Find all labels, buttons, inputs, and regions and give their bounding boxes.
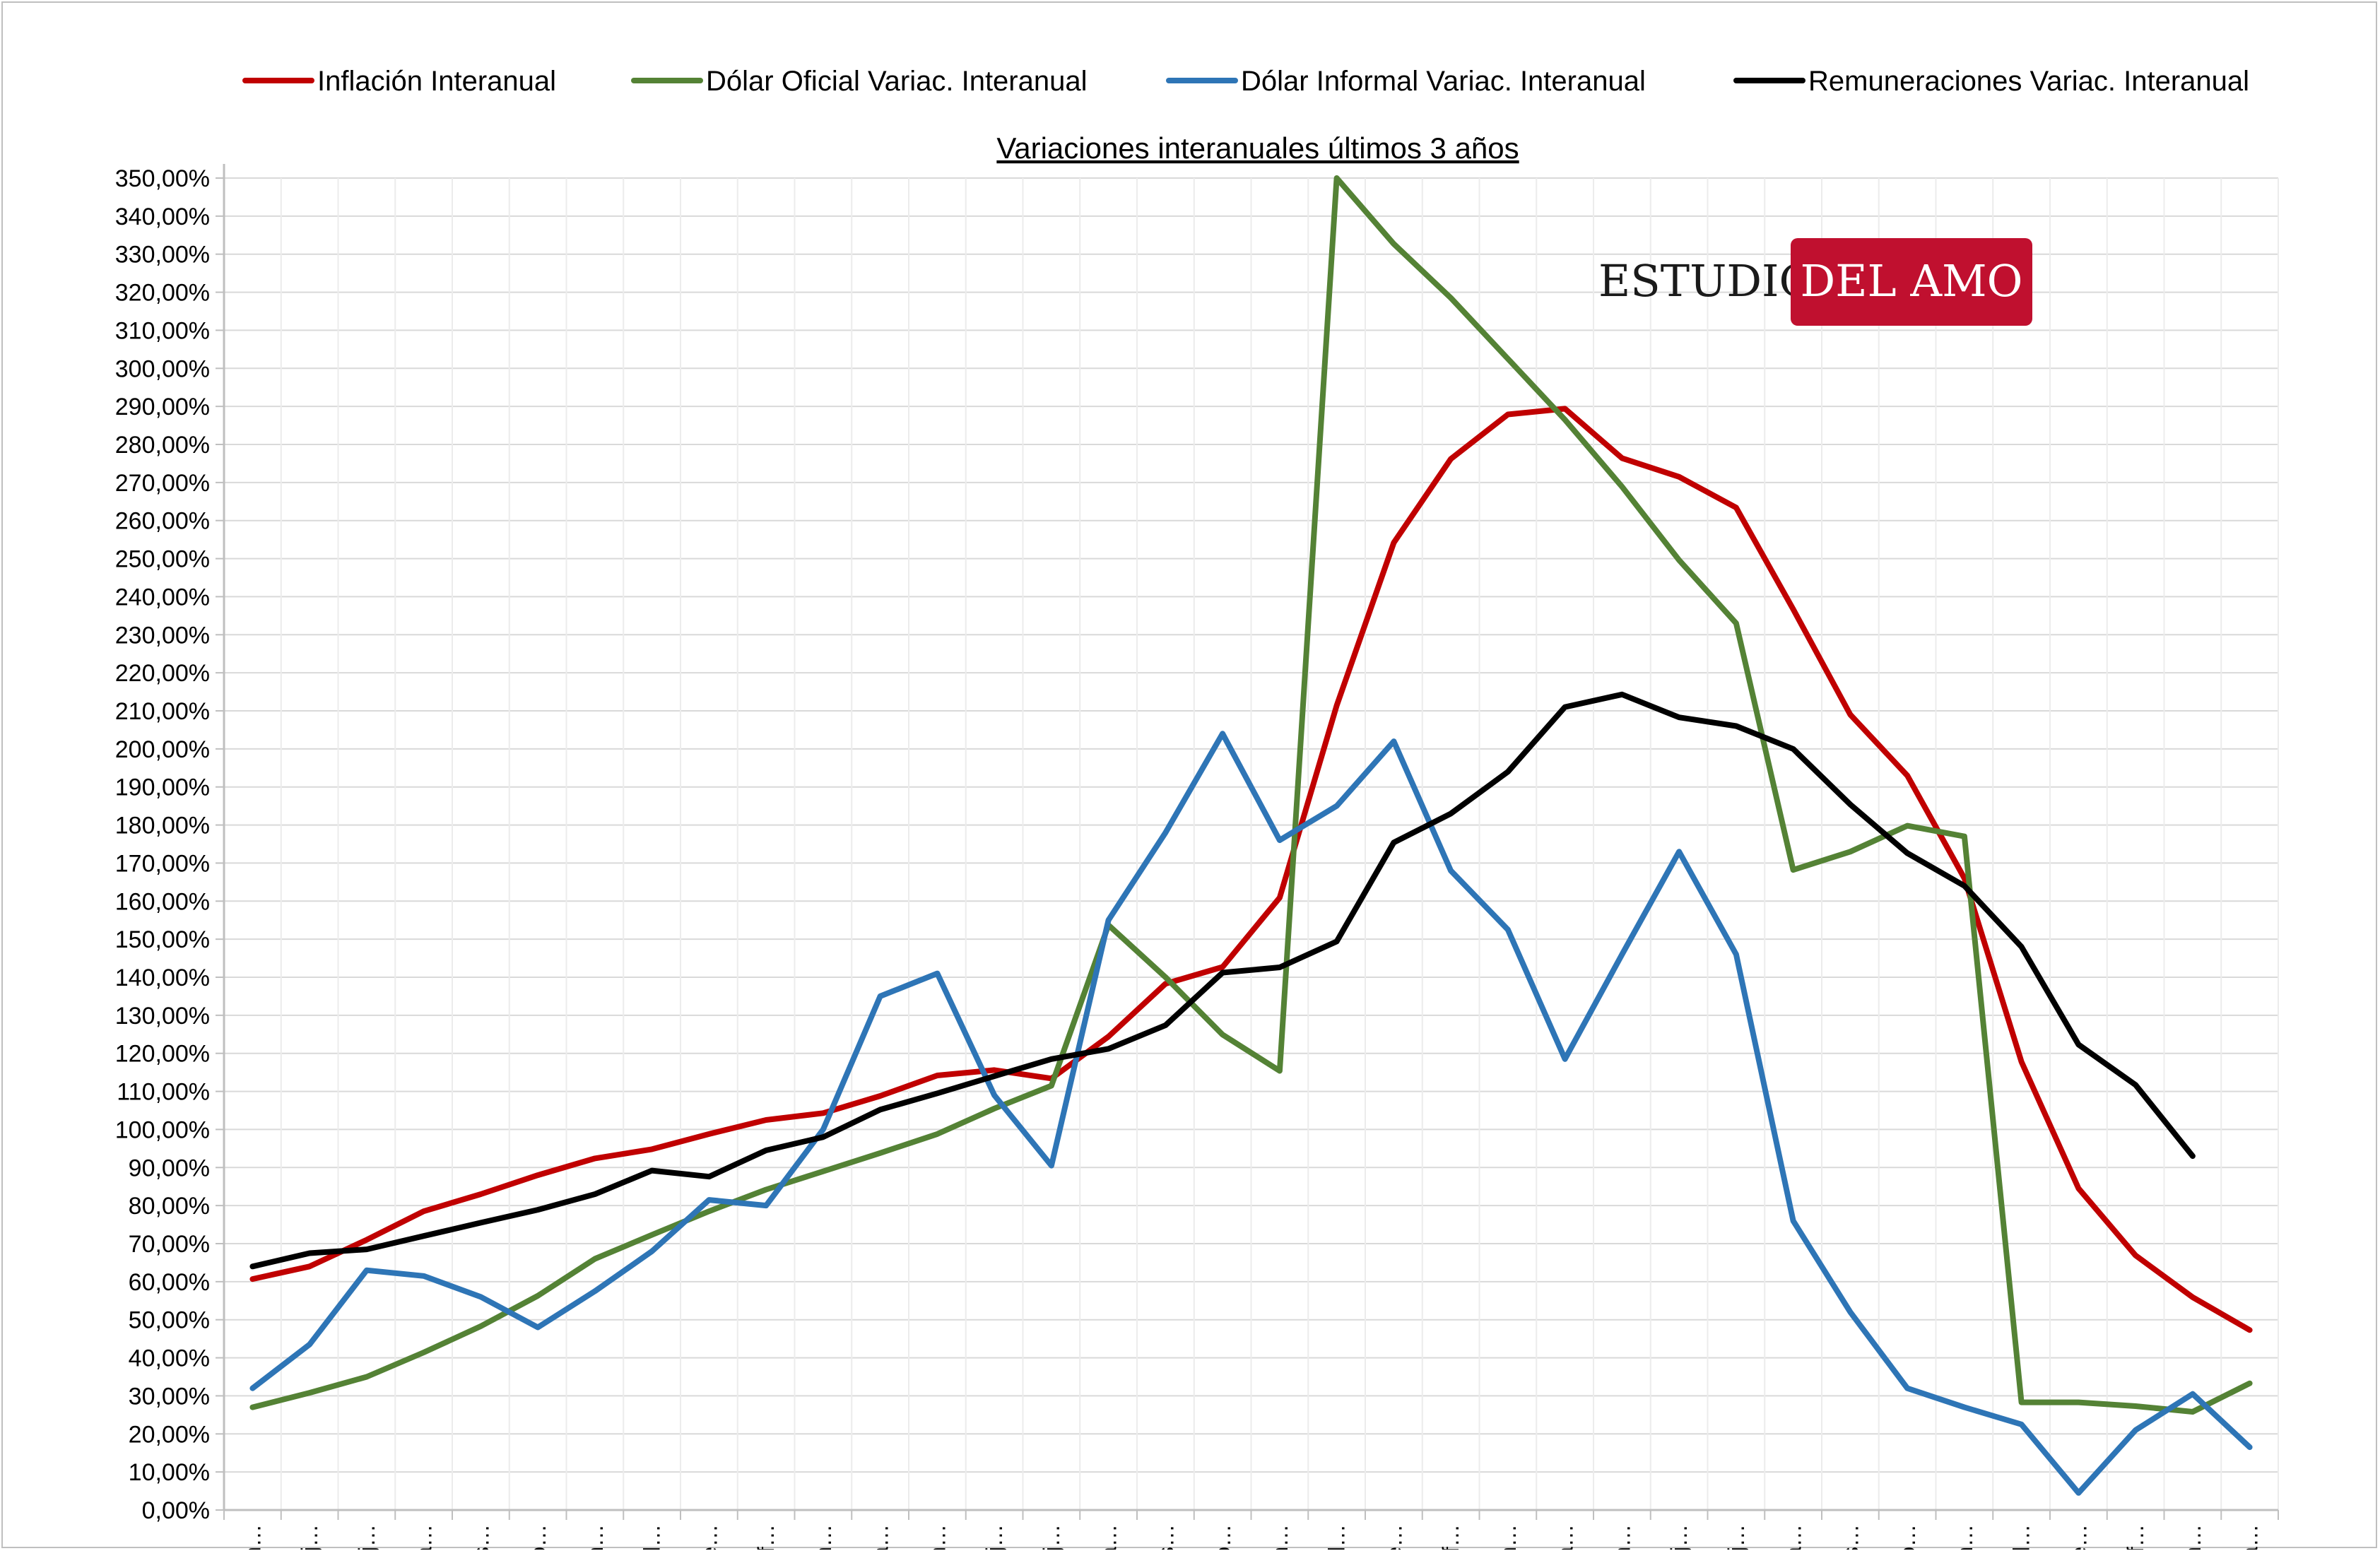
x-tick-label: j… xyxy=(982,1524,1007,1550)
axes: 0,00% 10,00% 20,00% 30,00% 40,00% 50,00% 60,00… xyxy=(115,164,2279,1550)
y-tick-label: 10,00% xyxy=(129,1459,210,1486)
y-tick-label: 200,00% xyxy=(115,736,210,763)
x-tick-label: d… xyxy=(640,1524,665,1550)
x-tick-label: m… xyxy=(240,1524,265,1550)
x-tick-label: a… xyxy=(868,1524,893,1550)
x-tick-label: o… xyxy=(1210,1524,1235,1550)
series-line-3 xyxy=(249,731,2253,1496)
x-tick-label: e… xyxy=(2066,1524,2091,1550)
series-line-4 xyxy=(249,691,2196,1270)
x-tick-label: m… xyxy=(2180,1524,2205,1550)
y-tick-label: 180,00% xyxy=(115,813,210,839)
legend-label: Dólar Informal Variac. Interanual xyxy=(1241,66,1646,97)
x-tick-label: m… xyxy=(811,1524,836,1550)
series-lines xyxy=(249,175,2253,1496)
x-tick-label: e… xyxy=(1381,1524,1406,1550)
y-tick-label: 210,00% xyxy=(115,698,210,725)
y-tick-label: 190,00% xyxy=(115,774,210,801)
y-tick-label: 350,00% xyxy=(115,165,210,192)
y-tick-label: 310,00% xyxy=(115,317,210,344)
y-tick-label: 280,00% xyxy=(115,432,210,459)
y-tick-label: 60,00% xyxy=(129,1269,210,1296)
series-line-1 xyxy=(249,406,2253,1333)
y-tick-label: 100,00% xyxy=(115,1116,210,1143)
y-tick-label: 30,00% xyxy=(129,1383,210,1410)
x-tick-label: m… xyxy=(1495,1524,1521,1550)
y-tick-label: 120,00% xyxy=(115,1041,210,1068)
x-tick-label: f… xyxy=(1438,1524,1463,1550)
x-tick-label: m… xyxy=(1609,1524,1634,1550)
y-tick-label: 40,00% xyxy=(129,1345,210,1372)
series-line-2 xyxy=(249,175,2253,1415)
legend-label: Dólar Oficial Variac. Interanual xyxy=(706,66,1088,97)
x-tick-label: m… xyxy=(924,1524,950,1550)
y-tick-label: 330,00% xyxy=(115,242,210,269)
y-tick-label: 220,00% xyxy=(115,660,210,687)
y-tick-label: 90,00% xyxy=(129,1155,210,1181)
y-tick-label: 270,00% xyxy=(115,470,210,497)
y-tick-label: 230,00% xyxy=(115,622,210,649)
x-tick-label: a… xyxy=(1553,1524,1578,1550)
y-tick-label: 290,00% xyxy=(115,394,210,420)
x-tick-label: f… xyxy=(2123,1524,2148,1550)
y-tick-label: 170,00% xyxy=(115,850,210,877)
x-tick-label: j… xyxy=(1724,1524,1749,1550)
logo-right-text: DEL AMO xyxy=(1801,255,2023,307)
legend: Inflación Interanual Dólar Oficial Variac… xyxy=(242,66,2249,97)
y-tick-label: 340,00% xyxy=(115,204,210,230)
x-tick-label: o… xyxy=(1895,1524,1920,1550)
y-tick-label: 320,00% xyxy=(115,280,210,307)
y-tick-label: 160,00% xyxy=(115,888,210,915)
chart-title: Variaciones interanuales últimos 3 años xyxy=(996,131,1519,165)
y-tick-label: 240,00% xyxy=(115,584,210,611)
x-tick-label: d… xyxy=(2009,1524,2034,1550)
x-tick-label: j… xyxy=(354,1524,379,1550)
y-tick-label: 80,00% xyxy=(129,1193,210,1220)
y-tick-label: 260,00% xyxy=(115,508,210,535)
x-tick-label: e… xyxy=(696,1524,721,1550)
x-tick-label: n… xyxy=(1952,1524,1977,1550)
x-tick-label: s… xyxy=(468,1524,493,1550)
x-tick-label: d… xyxy=(1324,1524,1350,1550)
y-tick-label: 250,00% xyxy=(115,546,210,573)
x-tick-label: j… xyxy=(297,1524,322,1550)
x-tick-label: a… xyxy=(2237,1524,2263,1550)
x-tick-label: a… xyxy=(411,1524,437,1550)
x-tick-label: j… xyxy=(1039,1524,1064,1550)
estudio-del-amo-logo: ESTUDIO DEL AMO xyxy=(1598,238,2032,326)
logo-badge xyxy=(1791,238,2032,326)
y-tick-label: 130,00% xyxy=(115,1003,210,1030)
y-tick-label: 110,00% xyxy=(117,1079,210,1106)
y-tick-label: 140,00% xyxy=(115,965,210,991)
y-tick-label: 70,00% xyxy=(129,1231,210,1258)
grid-lines xyxy=(223,177,2279,1511)
chart-canvas: 0,00% 10,00% 20,00% 30,00% 40,00% 50,00% 60,00… xyxy=(115,66,2279,1550)
x-tick-label: a… xyxy=(1781,1524,1806,1550)
x-tick-label: n… xyxy=(582,1524,608,1550)
x-tick-label: f… xyxy=(753,1524,779,1550)
x-tick-label: j… xyxy=(1666,1524,1692,1550)
y-tick-label: 0,00% xyxy=(142,1497,210,1524)
x-tick-label: o… xyxy=(525,1524,550,1550)
legend-label: Remuneraciones Variac. Interanual xyxy=(1808,66,2249,97)
legend-label: Inflación Interanual xyxy=(317,66,556,97)
x-tick-label: a… xyxy=(1096,1524,1121,1550)
logo-left-text: ESTUDIO xyxy=(1598,255,1815,307)
x-tick-label: n… xyxy=(1267,1524,1292,1550)
y-tick-label: 20,00% xyxy=(129,1421,210,1448)
y-tick-label: 150,00% xyxy=(115,926,210,953)
y-tick-label: 300,00% xyxy=(115,355,210,382)
x-tick-label: s… xyxy=(1153,1524,1178,1550)
x-tick-label: s… xyxy=(1837,1524,1863,1550)
y-tick-label: 50,00% xyxy=(129,1307,210,1334)
